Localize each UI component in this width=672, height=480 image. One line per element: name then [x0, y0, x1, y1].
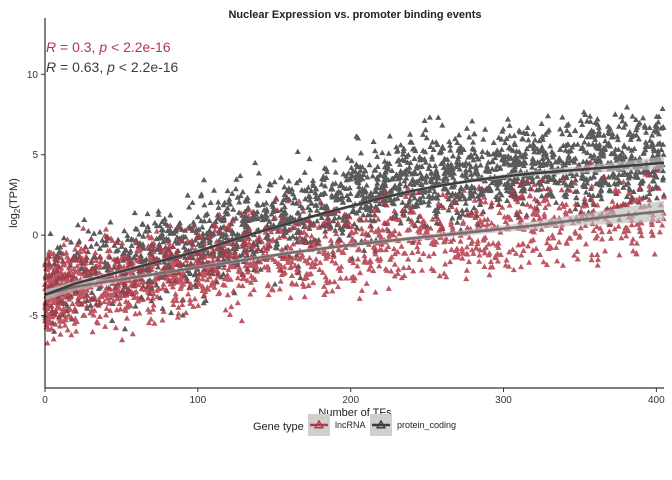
confidence-band-protein-coding — [45, 156, 664, 299]
x-tick-label: 300 — [495, 395, 512, 406]
y-tick-label: 10 — [27, 70, 39, 81]
axes — [44, 18, 664, 389]
scatter-points — [42, 104, 667, 346]
protein-coding-correlation-label: R = 0.63, p < 2.2e-16 — [46, 59, 179, 75]
legend-triangle-icon-lncrna — [313, 419, 325, 429]
legend: Gene type lncRNA protein_coding — [253, 414, 456, 436]
trend-line-protein-coding — [44, 161, 665, 296]
y-tick-label: 0 — [32, 231, 38, 242]
points-lncRNA — [42, 159, 667, 346]
trend-lines — [44, 161, 665, 296]
x-tick-label: 200 — [342, 395, 359, 406]
trend-line-lncRNA — [44, 209, 665, 296]
x-tick-label: 0 — [42, 395, 48, 406]
chart-title: Nuclear Expression vs. promoter binding … — [228, 9, 481, 21]
legend-triangle-icon-protein-coding — [375, 419, 387, 429]
y-tick-label: -5 — [29, 311, 38, 322]
legend-title: Gene type — [253, 421, 304, 433]
correlation-annotations: R = 0.3, p < 2.2e-16 R = 0.63, p < 2.2e-… — [46, 39, 179, 75]
legend-label-protein-coding: protein_coding — [397, 420, 456, 430]
axis-ticks: 0 100 200 300 400 -5 0 5 10 — [27, 70, 665, 406]
x-tick-label: 400 — [648, 395, 665, 406]
x-tick-label: 100 — [189, 395, 206, 406]
confidence-band-lncRNA — [45, 200, 664, 301]
y-axis-label: log2(TPM) — [8, 178, 22, 228]
y-tick-label: 5 — [32, 150, 38, 161]
legend-label-lncrna: lncRNA — [335, 420, 366, 430]
lncrna-correlation-label: R = 0.3, p < 2.2e-16 — [46, 39, 171, 55]
trend-ribbons — [45, 156, 664, 301]
